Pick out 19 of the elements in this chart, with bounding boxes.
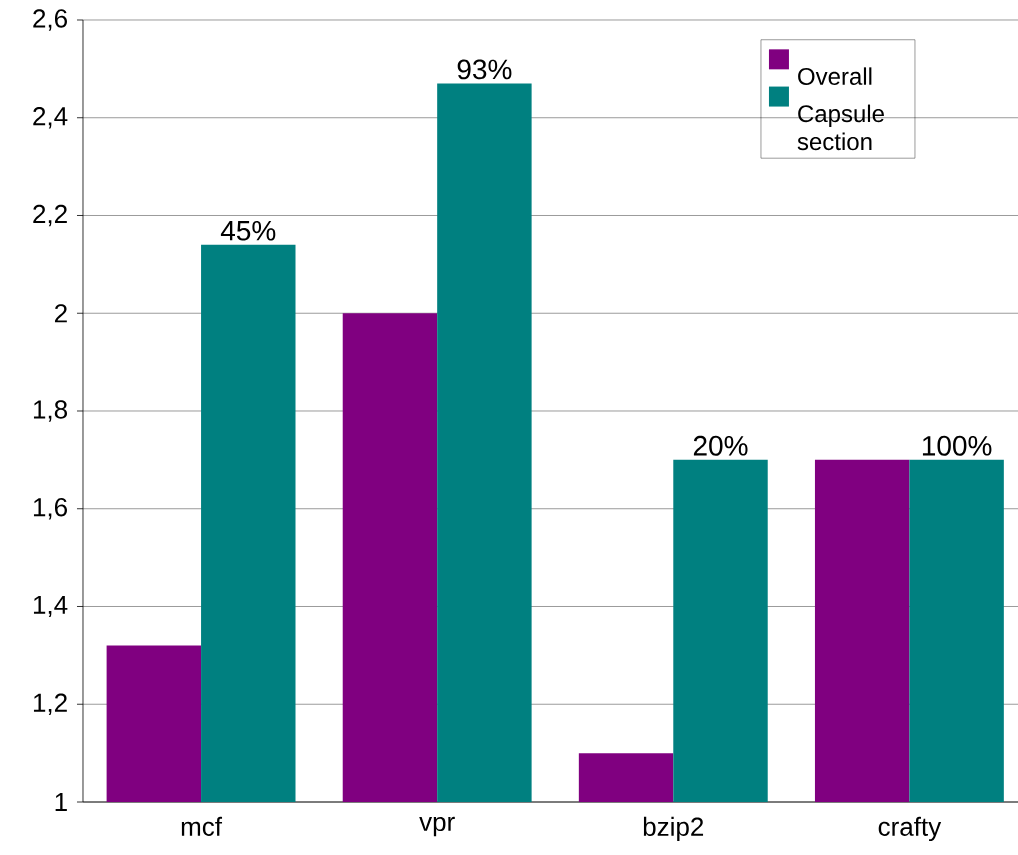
y-tick-label: 1,6 bbox=[33, 498, 67, 520]
annotation: 45% bbox=[220, 220, 276, 241]
y-tick-label: 1,4 bbox=[33, 595, 68, 618]
y-tick-label: 2 bbox=[54, 304, 67, 323]
x-tick-label: vpr bbox=[419, 816, 455, 837]
x-tick-label: crafty bbox=[878, 816, 942, 842]
y-tick-label: 2,2 bbox=[33, 204, 67, 227]
x-tick-label: bzip2 bbox=[643, 816, 704, 842]
annotation: 100% bbox=[922, 435, 992, 456]
legend-label: Capsule section bbox=[797, 104, 884, 151]
y-tick-label: 1,8 bbox=[33, 400, 67, 422]
legend-label: Overall bbox=[798, 67, 872, 85]
y-tick-label: 1,2 bbox=[33, 693, 67, 715]
y-tick-label: 2,6 bbox=[33, 9, 67, 31]
y-tick-label: 2,4 bbox=[33, 107, 68, 129]
annotation: 20% bbox=[693, 435, 748, 456]
y-tick-label: 1 bbox=[55, 793, 67, 811]
annotation: 93% bbox=[457, 59, 512, 80]
x-tick-label: mcf bbox=[181, 816, 223, 836]
